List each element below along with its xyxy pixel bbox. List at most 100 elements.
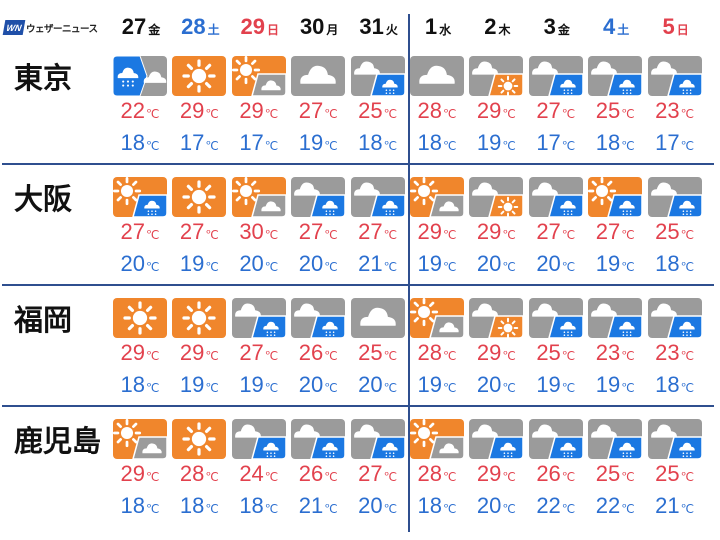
cloud-icon xyxy=(472,303,499,317)
high-temp: 28℃ xyxy=(407,461,467,487)
low-temp-value: 17 xyxy=(179,130,205,155)
sun-icon xyxy=(182,301,217,335)
high-temp-value: 29 xyxy=(476,219,502,244)
low-temp: 18℃ xyxy=(169,493,229,519)
low-temp: 21℃ xyxy=(348,251,408,277)
day-weekday: 日 xyxy=(676,23,689,37)
cloud-icon xyxy=(500,442,517,451)
sunny-partly-rain-icon xyxy=(112,176,168,218)
temp-unit: ℃ xyxy=(680,107,695,121)
high-temp: 25℃ xyxy=(526,340,586,366)
high-temp: 28℃ xyxy=(407,98,467,124)
low-temp-value: 20 xyxy=(358,372,383,397)
low-temp: 22℃ xyxy=(585,493,645,519)
row-divider xyxy=(2,284,714,286)
high-temp-value: 29 xyxy=(476,340,502,365)
day-date: 3 xyxy=(543,14,556,39)
cloud-icon xyxy=(300,65,336,84)
cloudy-partly-rain-icon xyxy=(291,177,346,218)
temp-unit: ℃ xyxy=(324,260,338,274)
low-temp-value: 21 xyxy=(298,493,324,518)
high-temp: 27℃ xyxy=(229,340,289,366)
cloudy-partly-rain-icon xyxy=(647,419,703,460)
low-temp: 19℃ xyxy=(407,251,467,277)
high-temp: 25℃ xyxy=(585,98,645,124)
cloud-icon xyxy=(263,321,279,330)
low-temp: 18℃ xyxy=(229,493,289,519)
low-temp-value: 18 xyxy=(120,493,145,518)
low-temp-value: 19 xyxy=(417,251,442,276)
high-temp: 29℃ xyxy=(466,340,526,366)
rain-icon xyxy=(381,442,398,457)
city-name: 東京 xyxy=(14,61,73,95)
city-name: 鹿児島 xyxy=(14,424,102,458)
sunny-icon xyxy=(172,177,227,217)
temp-unit: ℃ xyxy=(561,139,576,153)
temp-unit: ℃ xyxy=(502,107,516,121)
low-temp: 18℃ xyxy=(407,130,467,156)
low-temp: 20℃ xyxy=(288,372,348,398)
day-date: 31 xyxy=(359,14,384,39)
high-temp: 28℃ xyxy=(407,340,467,366)
low-temp: 21℃ xyxy=(288,493,348,519)
day-weekday: 金 xyxy=(557,23,570,37)
temp-unit: ℃ xyxy=(146,139,160,153)
cloud-icon xyxy=(472,61,499,75)
high-temp-value: 29 xyxy=(179,98,205,123)
cloudy-partly-rain-icon xyxy=(231,419,287,460)
sun-icon xyxy=(123,301,157,335)
high-temp: 25℃ xyxy=(585,461,645,487)
cloud-icon xyxy=(560,321,576,330)
temp-unit: ℃ xyxy=(443,107,457,121)
low-temp: 20℃ xyxy=(466,493,526,519)
high-temp: 23℃ xyxy=(645,340,705,366)
day-date: 28 xyxy=(181,14,206,39)
cloud-icon xyxy=(143,71,167,83)
city-name: 大阪 xyxy=(14,182,73,216)
rain-icon xyxy=(560,442,576,457)
low-temp: 19℃ xyxy=(229,372,289,398)
cloud-icon xyxy=(650,61,677,75)
temp-unit: ℃ xyxy=(146,470,160,484)
high-temp: 29℃ xyxy=(466,219,526,245)
day-weekday: 土 xyxy=(617,23,630,37)
low-temp-value: 21 xyxy=(655,493,680,518)
high-temp-value: 25 xyxy=(536,340,561,365)
rain-icon xyxy=(263,321,279,336)
temp-unit: ℃ xyxy=(324,139,338,153)
high-temp: 26℃ xyxy=(288,340,348,366)
rain-icon xyxy=(560,321,576,336)
cloudy-partly-rain-icon xyxy=(647,177,703,218)
high-temp-value: 25 xyxy=(595,461,621,486)
temp-unit: ℃ xyxy=(561,381,576,395)
temp-unit: ℃ xyxy=(324,107,338,121)
brand-logo: WN ウェザーニュース xyxy=(2,20,98,35)
cloud-icon xyxy=(591,61,618,75)
sun-icon xyxy=(498,75,519,97)
sunny-icon xyxy=(113,298,167,338)
sun-icon xyxy=(498,317,519,339)
high-temp: 29℃ xyxy=(169,340,229,366)
cloud-icon xyxy=(144,200,160,209)
low-temp-value: 18 xyxy=(655,372,680,397)
day-header: 31 火 xyxy=(350,14,408,40)
cloud-icon xyxy=(117,67,139,79)
low-temp: 19℃ xyxy=(585,372,645,398)
low-temp: 20℃ xyxy=(110,251,170,277)
cloud-icon xyxy=(142,443,162,454)
sun-icon xyxy=(182,422,217,456)
cloud-icon xyxy=(381,79,398,88)
low-temp-value: 20 xyxy=(298,251,324,276)
cloud-icon xyxy=(531,182,558,196)
low-temp-value: 18 xyxy=(120,372,145,397)
high-temp: 26℃ xyxy=(288,461,348,487)
cloud-icon xyxy=(261,201,281,212)
temp-unit: ℃ xyxy=(264,228,279,242)
high-temp: 29℃ xyxy=(407,219,467,245)
cloud-icon xyxy=(531,61,558,75)
high-temp-value: 28 xyxy=(179,461,205,486)
day-date: 27 xyxy=(121,14,147,39)
temp-unit: ℃ xyxy=(146,107,160,121)
temp-unit: ℃ xyxy=(502,228,516,242)
